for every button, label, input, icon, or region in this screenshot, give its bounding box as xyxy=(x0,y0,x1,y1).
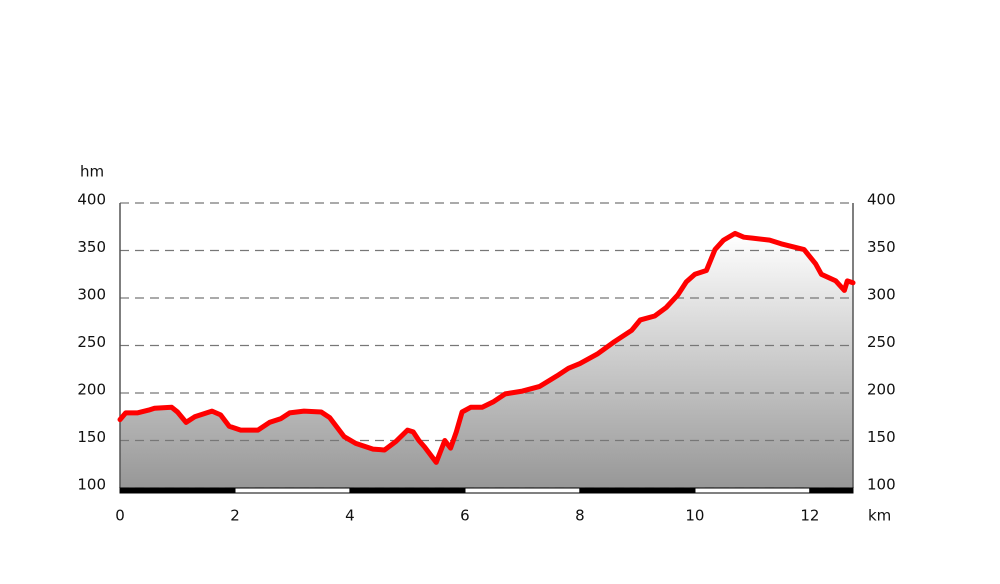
x-tick-label: 4 xyxy=(345,507,355,525)
scale-bar-segment xyxy=(234,487,351,494)
y-tick-label-right: 400 xyxy=(867,191,896,209)
y-axis-label: hm xyxy=(80,163,104,181)
y-tick-label: 350 xyxy=(77,238,106,256)
y-tick-label-right: 350 xyxy=(867,238,896,256)
x-tick-label: 0 xyxy=(115,507,125,525)
x-tick-label: 2 xyxy=(230,507,240,525)
y-tick-label: 200 xyxy=(77,381,106,399)
y-tick-label-right: 150 xyxy=(867,428,896,446)
scale-bar-segment xyxy=(119,487,236,494)
scale-bar-segment xyxy=(694,487,811,494)
y-tick-label-right: 250 xyxy=(867,333,896,351)
y-tick-label: 100 xyxy=(77,476,106,494)
y-tick-label-right: 300 xyxy=(867,286,896,304)
y-tick-label: 400 xyxy=(77,191,106,209)
scale-bar-segment xyxy=(809,487,854,494)
y-tick-label-right: 200 xyxy=(867,381,896,399)
scale-bar-segment xyxy=(579,487,696,494)
y-tick-label-right: 100 xyxy=(867,476,896,494)
x-tick-label: 12 xyxy=(800,507,819,525)
x-tick-label: 8 xyxy=(575,507,585,525)
y-tick-label: 300 xyxy=(77,286,106,304)
scale-bar-segment xyxy=(464,487,581,494)
y-tick-label: 150 xyxy=(77,428,106,446)
x-axis-label: km xyxy=(868,507,891,525)
scale-bar-segment xyxy=(349,487,466,494)
elevation-area xyxy=(120,233,853,488)
y-tick-label: 250 xyxy=(77,333,106,351)
elevation-line xyxy=(117,230,856,465)
x-tick-label: 6 xyxy=(460,507,470,525)
x-tick-label: 10 xyxy=(685,507,704,525)
